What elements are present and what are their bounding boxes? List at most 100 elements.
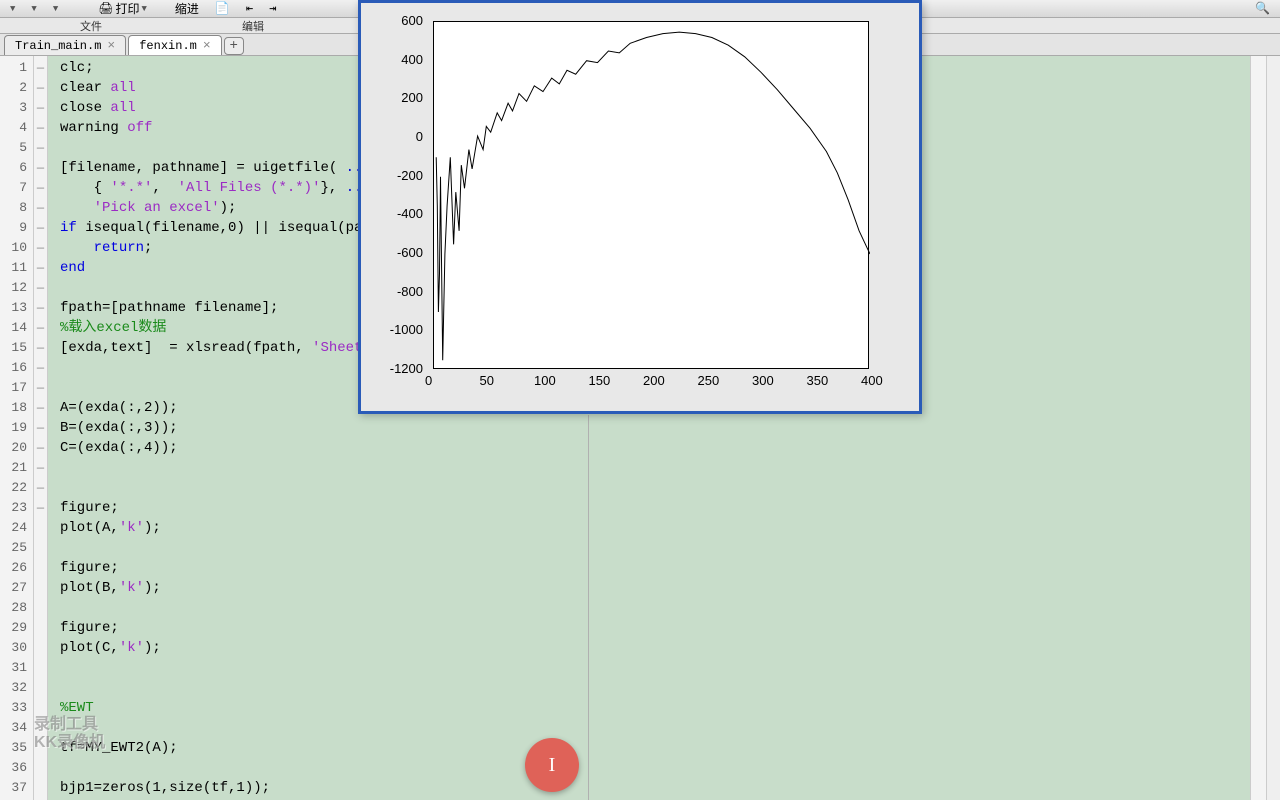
code-token: { xyxy=(60,180,110,196)
code-token xyxy=(60,240,94,256)
code-token: close xyxy=(60,100,110,116)
dropdown-btn-1[interactable]: ▼ xyxy=(4,4,21,14)
code-line[interactable]: %EWT xyxy=(60,698,1250,718)
tab-train-main[interactable]: Train_main.m × xyxy=(4,35,126,55)
code-token: 'k' xyxy=(119,580,144,596)
code-token: [exda,text] = xlsread(fpath, xyxy=(60,340,312,356)
y-tick-label: -800 xyxy=(397,284,423,299)
code-line[interactable] xyxy=(60,658,1250,678)
code-line[interactable]: figure; xyxy=(60,558,1250,578)
figure-window[interactable]: 6004002000-200-400-600-800-1000-1200 050… xyxy=(358,0,922,414)
watermark-line1: 录制工具 xyxy=(34,716,105,734)
code-token: return xyxy=(94,240,144,256)
tool-btn-1[interactable]: 📄 xyxy=(209,1,236,16)
code-token: all xyxy=(110,80,135,96)
code-line[interactable]: tf=MY_EWT2(A); xyxy=(60,738,1250,758)
code-token: clear xyxy=(60,80,110,96)
code-line[interactable] xyxy=(60,458,1250,478)
code-token: %载入excel数据 xyxy=(60,320,166,336)
code-token: bjp1=zeros(1,size(tf,1)); xyxy=(60,780,270,796)
code-token: ); xyxy=(144,520,161,536)
tool-btn-3[interactable]: ⇥ xyxy=(263,1,282,16)
split-divider[interactable] xyxy=(588,415,589,800)
close-icon[interactable]: × xyxy=(203,38,211,53)
code-token: ); xyxy=(220,200,237,216)
code-token: end xyxy=(60,260,85,276)
y-tick-label: -1200 xyxy=(390,361,423,376)
print-button[interactable]: 🖨 打印 ▼ xyxy=(92,0,153,17)
y-tick-label: 200 xyxy=(401,90,423,105)
chevron-down-icon: ▼ xyxy=(141,4,146,14)
code-token: 'k' xyxy=(119,640,144,656)
code-token: plot(A, xyxy=(60,520,119,536)
code-token: fpath=[pathname filename]; xyxy=(60,300,278,316)
code-line[interactable] xyxy=(60,758,1250,778)
x-tick-label: 50 xyxy=(480,373,494,388)
x-tick-label: 100 xyxy=(534,373,556,388)
tab-fenxin[interactable]: fenxin.m × xyxy=(128,35,221,55)
x-tick-label: 400 xyxy=(861,373,883,388)
code-line[interactable]: plot(B,'k'); xyxy=(60,578,1250,598)
code-token: B=(exda(:,3)); xyxy=(60,420,178,436)
code-token: figure; xyxy=(60,560,119,576)
close-icon[interactable]: × xyxy=(107,38,115,53)
y-tick-label: -1000 xyxy=(390,322,423,337)
plot-axes xyxy=(433,21,869,369)
x-tick-label: 200 xyxy=(643,373,665,388)
code-token: %EWT xyxy=(60,700,94,716)
chevron-down-icon: ▼ xyxy=(10,4,15,14)
y-tick-label: -200 xyxy=(397,168,423,183)
sub-label-file: 文件 xyxy=(80,18,102,33)
chevron-down-icon: ▼ xyxy=(53,4,58,14)
scrollbar-vertical[interactable] xyxy=(1250,56,1266,800)
code-token: , xyxy=(152,180,177,196)
dropdown-btn-3[interactable]: ▼ xyxy=(47,4,64,14)
chevron-down-icon: ▼ xyxy=(31,4,36,14)
sub-label-edit: 编辑 xyxy=(242,18,264,33)
code-line[interactable] xyxy=(60,678,1250,698)
x-tick-label: 300 xyxy=(752,373,774,388)
indent-button[interactable]: 缩进 xyxy=(169,0,205,17)
recording-cursor-indicator: I xyxy=(525,738,579,792)
cursor-badge-text: I xyxy=(549,754,556,777)
watermark: 录制工具 KK录像机 xyxy=(34,716,105,752)
code-token: plot(C, xyxy=(60,640,119,656)
plot-line-svg xyxy=(434,22,870,370)
code-token: clc; xyxy=(60,60,94,76)
code-map-strip[interactable] xyxy=(1266,56,1280,800)
code-token: all xyxy=(110,100,135,116)
code-line[interactable]: B=(exda(:,3)); xyxy=(60,418,1250,438)
tool-btn-2[interactable]: ⇤ xyxy=(240,1,259,16)
code-token: C=(exda(:,4)); xyxy=(60,440,178,456)
search-button[interactable]: 🔍 xyxy=(1249,1,1276,16)
fold-gutter: ——————————————————————— xyxy=(34,56,48,800)
code-token xyxy=(60,200,94,216)
code-token: 'k' xyxy=(119,520,144,536)
tab-label: fenxin.m xyxy=(139,39,197,53)
code-line[interactable]: figure; xyxy=(60,498,1250,518)
code-line[interactable] xyxy=(60,598,1250,618)
x-tick-label: 250 xyxy=(698,373,720,388)
code-token: ); xyxy=(144,580,161,596)
dropdown-btn-2[interactable]: ▼ xyxy=(25,4,42,14)
add-tab-button[interactable]: + xyxy=(224,37,244,55)
code-line[interactable] xyxy=(60,478,1250,498)
code-token: figure; xyxy=(60,620,119,636)
code-token: '*.*' xyxy=(110,180,152,196)
code-line[interactable]: figure; xyxy=(60,618,1250,638)
y-tick-label: -400 xyxy=(397,206,423,221)
code-line[interactable] xyxy=(60,538,1250,558)
code-token: 'All Files (*.*)' xyxy=(178,180,321,196)
code-line[interactable]: plot(A,'k'); xyxy=(60,518,1250,538)
code-line[interactable]: plot(C,'k'); xyxy=(60,638,1250,658)
code-line[interactable] xyxy=(60,718,1250,738)
y-tick-label: 600 xyxy=(401,13,423,28)
code-token: if xyxy=(60,220,77,236)
code-token: ); xyxy=(144,640,161,656)
watermark-line2: KK录像机 xyxy=(34,734,105,752)
code-line[interactable]: C=(exda(:,4)); xyxy=(60,438,1250,458)
code-token: [filename, pathname] = uigetfile( xyxy=(60,160,346,176)
code-line[interactable]: bjp1=zeros(1,size(tf,1)); xyxy=(60,778,1250,798)
code-token: plot(B, xyxy=(60,580,119,596)
code-token: A=(exda(:,2)); xyxy=(60,400,178,416)
